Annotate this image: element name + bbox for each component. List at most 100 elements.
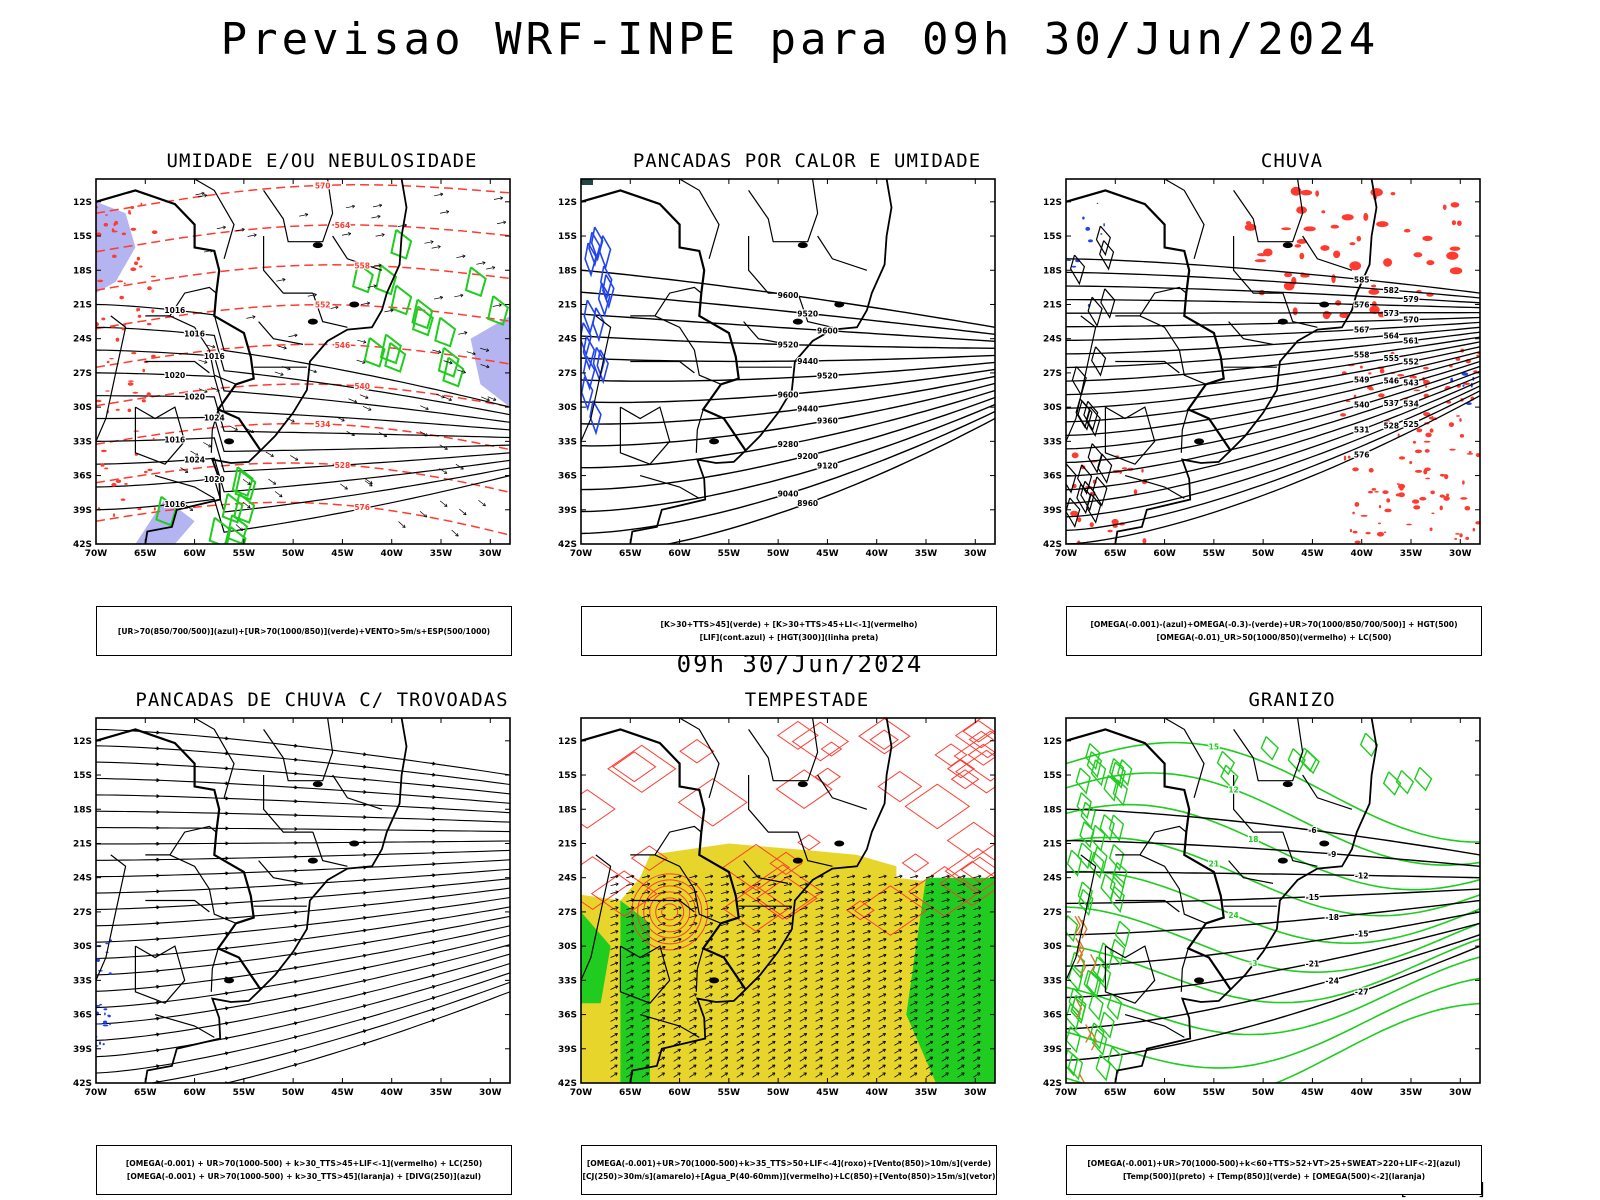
wind-vector-head	[363, 878, 367, 883]
wind-vector	[910, 930, 918, 934]
wind-vector	[364, 480, 373, 487]
hgt-line	[581, 291, 995, 335]
rain-area	[1468, 451, 1472, 454]
isoline-label: 552	[1403, 358, 1419, 367]
wind-vector	[720, 883, 729, 887]
wind-vector	[878, 922, 887, 926]
lc850-line	[939, 860, 995, 907]
wind-vector	[736, 1033, 744, 1038]
wind-vector	[925, 906, 934, 911]
wind-vector-head	[930, 1017, 934, 1021]
wind-vector	[235, 228, 245, 232]
wind-vector-head	[677, 985, 682, 989]
wind-vector-head	[677, 1040, 681, 1045]
wind-vector-head	[851, 1025, 855, 1029]
wind-vector-head	[819, 1009, 824, 1013]
red-contour	[119, 295, 124, 300]
wind-vector	[831, 891, 840, 895]
wind-vector-head	[914, 929, 919, 934]
rain-area	[1320, 245, 1330, 251]
wind-vector-head	[914, 1009, 918, 1013]
rain-area	[1368, 388, 1374, 391]
wind-vector	[752, 922, 761, 926]
wind-vector-head	[803, 1032, 808, 1037]
wind-vector-head	[914, 977, 918, 981]
wind-vector	[626, 1064, 634, 1070]
lon-label: 55W	[1203, 549, 1226, 559]
wind-vector-head	[929, 1072, 934, 1076]
isoline-label: 9520	[797, 309, 818, 318]
wind-vector-head	[757, 882, 761, 887]
wind-vector-head	[756, 993, 761, 997]
wind-vector	[657, 922, 666, 926]
wind-vector-head	[819, 1056, 823, 1060]
wind-vector-head	[662, 874, 666, 879]
rain-area	[1423, 412, 1431, 417]
wind-vector	[673, 914, 682, 918]
terrain-contour	[1100, 288, 1116, 319]
wind-vector-head	[432, 772, 436, 777]
rain-area	[1345, 400, 1351, 403]
wind-vector-head	[225, 1036, 229, 1041]
rain-area	[1368, 372, 1372, 375]
wind-vector-head	[757, 914, 761, 918]
wind-vector	[925, 899, 934, 903]
wind-vector	[626, 1001, 634, 1006]
wind-vector-head	[835, 945, 840, 950]
lat-label: 42S	[73, 540, 92, 550]
temp850-contour	[1071, 994, 1087, 1022]
wind-vector-head	[378, 203, 383, 208]
wind-vector-head	[820, 922, 824, 926]
border-line	[1282, 831, 1318, 867]
wind-vector-head	[247, 504, 251, 509]
rain-area	[1343, 455, 1347, 461]
lc850-line	[877, 770, 923, 803]
wind-vector-head	[914, 1048, 918, 1053]
wind-vector	[894, 938, 903, 942]
wind-vector	[925, 875, 934, 879]
wind-vector-head	[914, 1040, 918, 1045]
wind-vector	[641, 930, 650, 934]
legend-line: [UR>70(850/700/500)](azul)+[UR>70(1000/8…	[117, 626, 491, 636]
lif-contour	[584, 242, 597, 278]
omega500-orange	[1090, 1031, 1098, 1051]
wind-vector	[657, 1064, 665, 1070]
wind-vector	[375, 234, 385, 237]
wind-vector	[941, 1001, 950, 1006]
wind-vector-head	[709, 985, 713, 989]
border-line	[258, 321, 304, 345]
rain-area	[1404, 228, 1411, 233]
wind-vector-head	[294, 868, 298, 873]
wind-vector-head	[772, 1017, 776, 1021]
wind-vector	[925, 922, 934, 926]
wind-vector-head	[709, 993, 713, 997]
isoline-label: 558	[354, 261, 370, 270]
wind-vector-head	[662, 890, 666, 895]
lon-label: 65W	[619, 1088, 642, 1098]
temp850-contour	[1067, 964, 1084, 992]
legend-box: [UR>70(850/700/500)](azul)+[UR>70(1000/8…	[96, 606, 512, 656]
wind-vector-head	[294, 1021, 298, 1026]
wind-vector-head	[156, 1016, 160, 1021]
wind-vector	[894, 993, 902, 998]
wind-vector-head	[724, 1064, 729, 1068]
wind-vector	[957, 906, 966, 911]
pressure-line	[96, 437, 510, 473]
wind-vector-head	[741, 929, 745, 934]
wind-vector	[783, 1009, 792, 1014]
temp850-contour	[1109, 873, 1125, 901]
wind-vector-head	[772, 898, 777, 902]
red-contour	[127, 408, 132, 413]
lon-label: 70W	[1055, 549, 1078, 559]
terrain-contour	[1066, 463, 1077, 494]
border-line	[210, 409, 219, 453]
wind-vector-head	[693, 993, 697, 997]
wind-vector	[457, 369, 466, 373]
lon-label: 65W	[1104, 549, 1127, 559]
wind-vector	[957, 1072, 965, 1078]
panel-chuva: CHUVA 585 582 579 576 573 570 567 564 561 558 555 55…	[1042, 150, 1512, 656]
temp500-line	[1066, 808, 1480, 856]
wind-vector	[831, 930, 840, 934]
wind-vector	[941, 977, 950, 982]
wind-vector-head	[432, 839, 436, 844]
